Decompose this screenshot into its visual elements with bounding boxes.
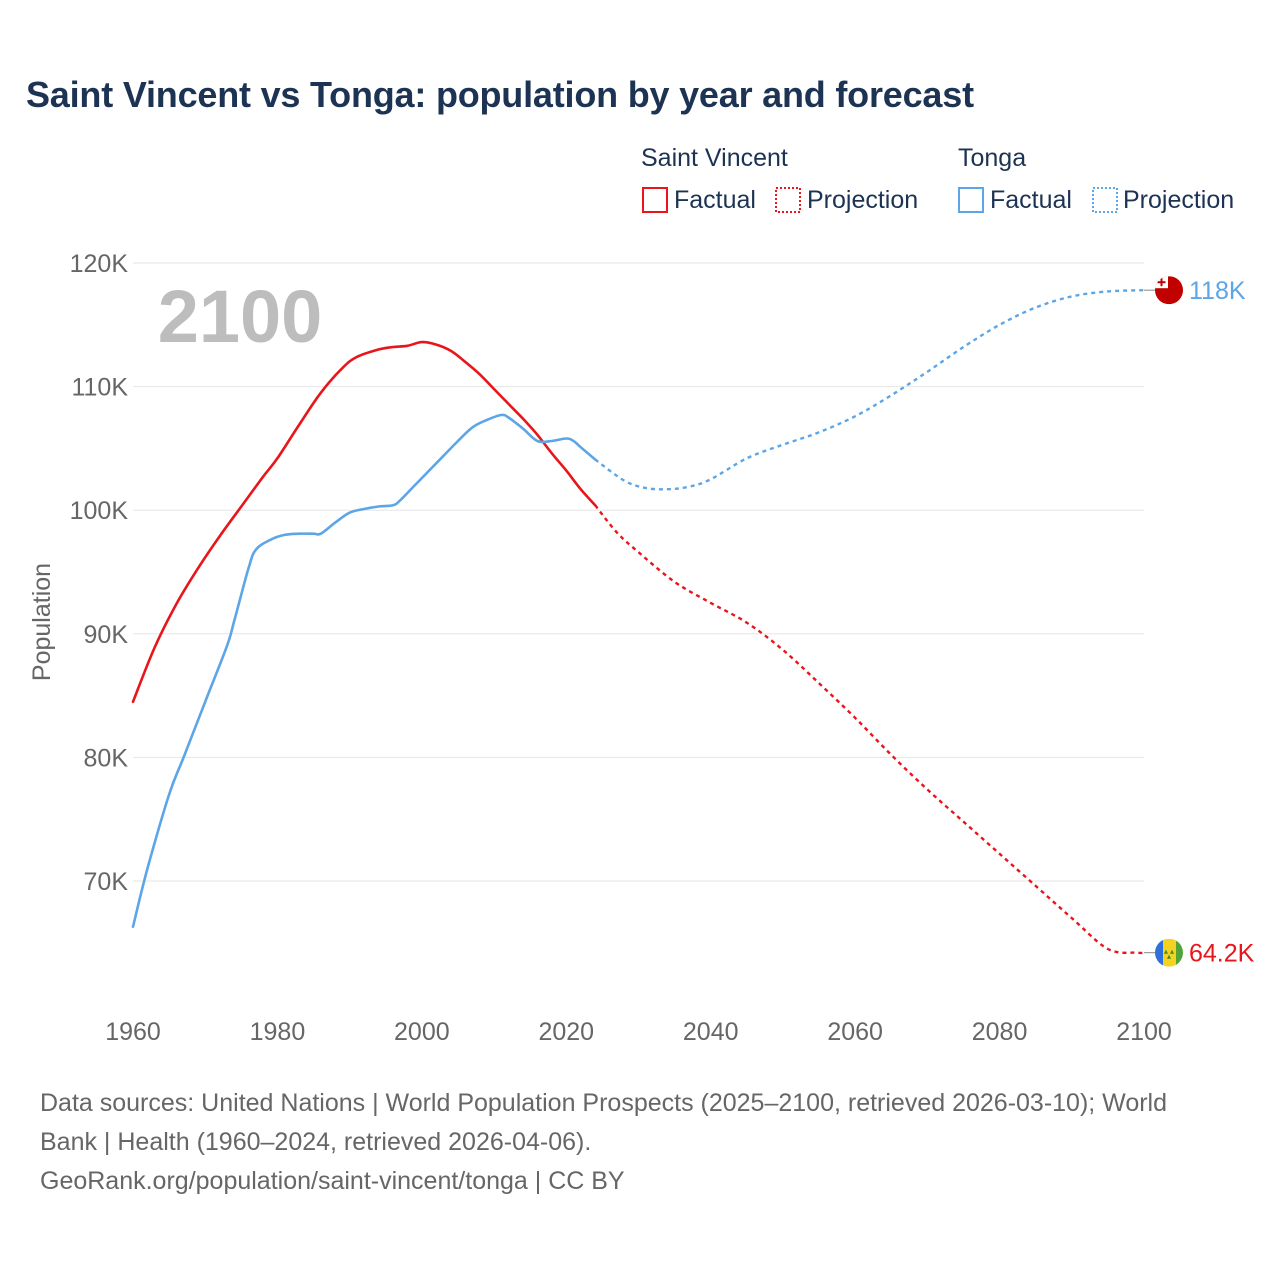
x-tick-label: 2100 bbox=[1116, 1018, 1172, 1046]
legend: Saint Vincent Factual Projection Tonga F… bbox=[641, 144, 1234, 214]
population-chart: 2100 Saint Vincent Factual Projection To… bbox=[28, 144, 1255, 1046]
y-tick-label: 80K bbox=[84, 744, 129, 772]
footer: Data sources: United Nations | World Pop… bbox=[40, 1084, 1240, 1201]
legend-label-tonga-projection[interactable]: Projection bbox=[1123, 186, 1234, 214]
x-tick-label: 2060 bbox=[827, 1018, 883, 1046]
x-tick-label: 2020 bbox=[538, 1018, 594, 1046]
y-tick-label: 70K bbox=[84, 868, 129, 896]
x-tick-label: 2040 bbox=[683, 1018, 739, 1046]
series-lines bbox=[131, 289, 1145, 955]
x-axis-ticks: 1960 1980 2000 2020 2040 2060 2080 2100 bbox=[105, 1018, 1172, 1046]
source-url[interactable]: GeoRank.org/population/saint-vincent/ton… bbox=[40, 1167, 625, 1195]
y-axis-label: Population bbox=[28, 563, 56, 681]
flag-icon-saint-vincent bbox=[1155, 938, 1183, 967]
end-label-saint-vincent: 64.2K bbox=[1189, 940, 1255, 968]
legend-swatch-tonga-factual[interactable] bbox=[958, 187, 984, 213]
legend-group-saint-vincent: Saint Vincent bbox=[641, 144, 788, 172]
x-tick-label: 1960 bbox=[105, 1018, 161, 1046]
series-line-tonga-factual[interactable] bbox=[131, 413, 597, 928]
year-watermark: 2100 bbox=[158, 275, 323, 358]
legend-label-saint-vincent-projection[interactable]: Projection bbox=[807, 186, 918, 214]
end-label-tonga: 118K bbox=[1189, 277, 1246, 305]
series-line-tonga-projection[interactable] bbox=[594, 289, 1145, 491]
gridlines bbox=[133, 262, 1144, 882]
data-sources-line-2: Bank | Health (1960–2024, retrieved 2026… bbox=[40, 1128, 592, 1156]
x-tick-label: 1980 bbox=[250, 1018, 306, 1046]
data-sources-line-1: Data sources: United Nations | World Pop… bbox=[40, 1089, 1168, 1117]
y-tick-label: 110K bbox=[71, 374, 128, 402]
legend-label-saint-vincent-factual[interactable]: Factual bbox=[674, 186, 756, 214]
legend-swatch-saint-vincent-factual[interactable] bbox=[642, 187, 668, 213]
end-markers: 64.2K 118K bbox=[1144, 276, 1255, 968]
y-tick-label: 90K bbox=[84, 621, 129, 649]
y-tick-label: 120K bbox=[70, 250, 129, 278]
x-tick-label: 2080 bbox=[972, 1018, 1028, 1046]
legend-label-tonga-factual[interactable]: Factual bbox=[990, 186, 1072, 214]
series-line-saint-vincent-factual[interactable] bbox=[131, 340, 597, 704]
legend-swatch-tonga-projection[interactable] bbox=[1092, 187, 1118, 213]
legend-swatch-saint-vincent-projection[interactable] bbox=[775, 187, 801, 213]
legend-group-tonga: Tonga bbox=[958, 144, 1026, 172]
x-tick-label: 2000 bbox=[394, 1018, 450, 1046]
chart-title: Saint Vincent vs Tonga: population by ye… bbox=[26, 74, 974, 115]
series-line-saint-vincent-projection[interactable] bbox=[594, 504, 1145, 955]
y-axis-ticks: 70K 80K 90K 100K 110K 120K bbox=[70, 250, 129, 896]
flag-icon-tonga bbox=[1155, 276, 1183, 305]
y-tick-label: 100K bbox=[70, 497, 129, 525]
